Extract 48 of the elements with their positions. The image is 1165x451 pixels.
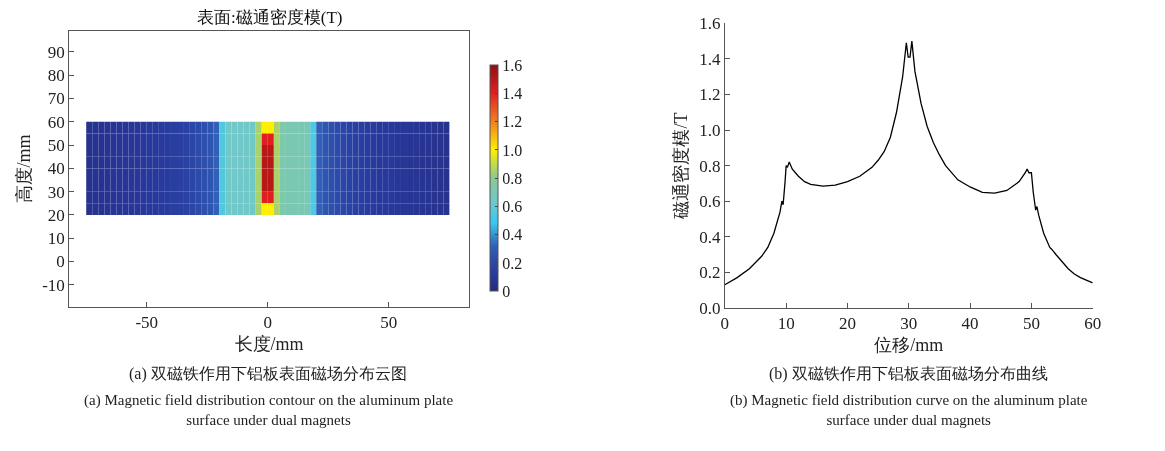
x-tick-label: 0	[263, 313, 273, 333]
text: (a) Magnetic field distribution contour on the aluminum plate surface under dual magnets	[84, 392, 454, 428]
y-tick-label: 60	[47, 112, 65, 132]
y-tick-label: 20	[47, 205, 65, 225]
y-tick-label: 50	[47, 136, 65, 156]
y-tick-label: 90	[47, 42, 65, 62]
y-tick-label: 70	[47, 89, 65, 109]
x-tick-label: 30	[900, 314, 918, 334]
y-tick-label: 0.0	[699, 298, 721, 318]
x-tick-label: 20	[838, 314, 856, 334]
y-tick-label: 1.2	[699, 85, 721, 105]
x-tick-label: 50	[380, 313, 398, 333]
y-tick-label: 1.0	[699, 121, 721, 140]
y-tick-label: 0.6	[699, 192, 721, 212]
color-bar-label: 1.6	[502, 56, 523, 74]
color-bar-label: 1.4	[502, 85, 523, 102]
color-bar-label: 0.2	[502, 254, 523, 272]
y-tick-label: 0	[56, 252, 65, 272]
color-bar-label: 0	[502, 282, 511, 300]
y-tick-label: -10	[42, 275, 65, 295]
y-tick-label: 1.6	[699, 14, 721, 34]
y-axis-title: 高度/mm	[14, 134, 35, 204]
color-bar-label: 1.0	[502, 141, 523, 159]
y-axis-title: 磁通密度模/T	[671, 112, 692, 220]
y-tick-label: 1.4	[699, 49, 721, 69]
x-tick-label: -50	[135, 313, 159, 333]
color-bar-label: 0.8	[502, 169, 523, 187]
line-series	[724, 40, 1093, 286]
x-axis-title: 位移/mm	[874, 335, 944, 356]
y-tick-label: 10	[47, 229, 65, 249]
y-tick-label: 0.8	[699, 156, 721, 176]
x-tick-label: 10	[777, 314, 795, 334]
x-tick-label: 40	[961, 314, 979, 334]
x-tick-label: 60	[1084, 314, 1102, 334]
y-tick-label: 40	[47, 159, 65, 179]
chart-title: 表面:磁通密度模(T)	[197, 8, 343, 27]
y-tick-label: 0.2	[699, 263, 721, 283]
color-bar-label: 0.4	[502, 226, 523, 244]
color-bar-label: 0.6	[502, 198, 523, 215]
text: (b) 双磁铁作用下铝板表面磁场分布曲线	[769, 365, 1048, 383]
x-axis-title: 长度/mm	[234, 334, 304, 355]
y-tick-label: 0.4	[699, 227, 721, 247]
y-tick-label: 80	[47, 66, 65, 86]
color-bar-label: 1.2	[502, 113, 523, 131]
text: (a) 双磁铁作用下铝板表面磁场分布云图	[129, 365, 407, 383]
y-tick-label: 30	[47, 182, 65, 202]
x-tick-label: 50	[1022, 314, 1040, 334]
text: (b) Magnetic field distribution curve on the aluminum plate surface under dual magnets	[730, 392, 1088, 428]
